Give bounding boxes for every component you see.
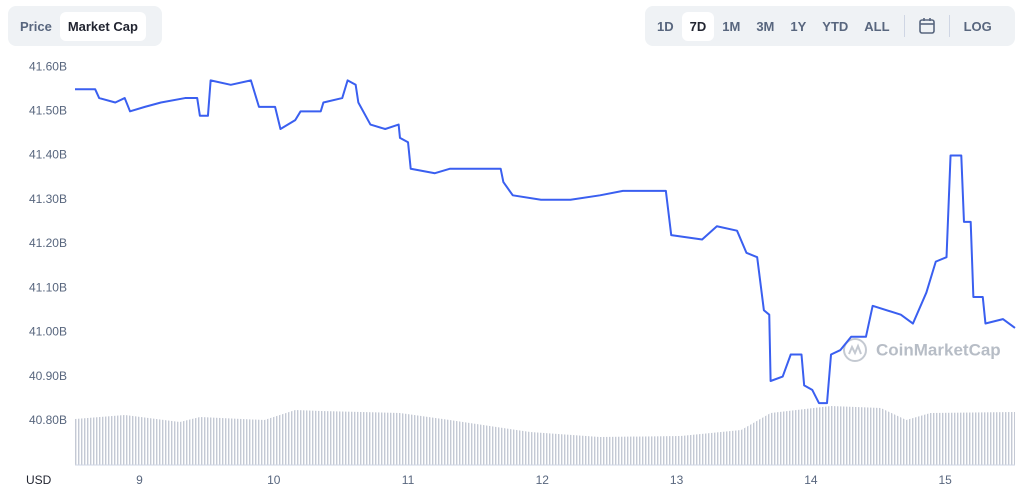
price-line [75,79,1016,405]
range-button[interactable]: 1D [657,18,674,34]
range-button[interactable]: 7D [681,11,715,41]
y-tick-label: 41.10B [29,280,67,294]
watermark-logo [843,338,867,362]
y-tick-label: 41.20B [29,236,67,250]
range-button[interactable]: ALL [864,18,890,34]
x-tick-label: 10 [267,473,281,487]
log-button[interactable]: LOG [963,18,992,34]
range-button[interactable]: 1M [722,18,741,34]
y-tick-label: 41.40B [29,148,67,162]
y-tick-label: 41.30B [29,192,67,206]
y-tick-label: 41.50B [29,103,67,117]
volume-area [75,406,1015,465]
separator [948,15,950,37]
x-tick-label: 15 [938,473,952,487]
y-tick-label: 40.80B [29,413,67,427]
currency-label: USD [26,473,52,487]
tab[interactable]: Price [20,18,52,34]
x-tick-label: 11 [402,473,415,487]
tab-group: Price Market Cap [8,6,162,46]
range-button[interactable]: 3M [756,18,775,34]
x-tick-label: 12 [536,473,550,487]
x-tick-label: 9 [136,473,143,487]
y-tick-label: 41.00B [29,325,67,339]
watermark: CoinMarketCap [876,340,1001,359]
range-group: 1D 7D 1M 3M 1Y YTD ALL LOG [645,6,1015,46]
x-tick-label: 13 [670,473,684,487]
y-tick-label: 40.90B [29,369,67,383]
calendar-icon[interactable] [917,16,937,36]
x-tick-label: 14 [804,473,818,487]
range-button[interactable]: YTD [822,18,849,34]
y-tick-label: 41.60B [29,59,67,73]
range-button[interactable]: 1Y [790,18,807,34]
tab[interactable]: Market Cap [59,11,146,41]
separator [903,15,905,37]
